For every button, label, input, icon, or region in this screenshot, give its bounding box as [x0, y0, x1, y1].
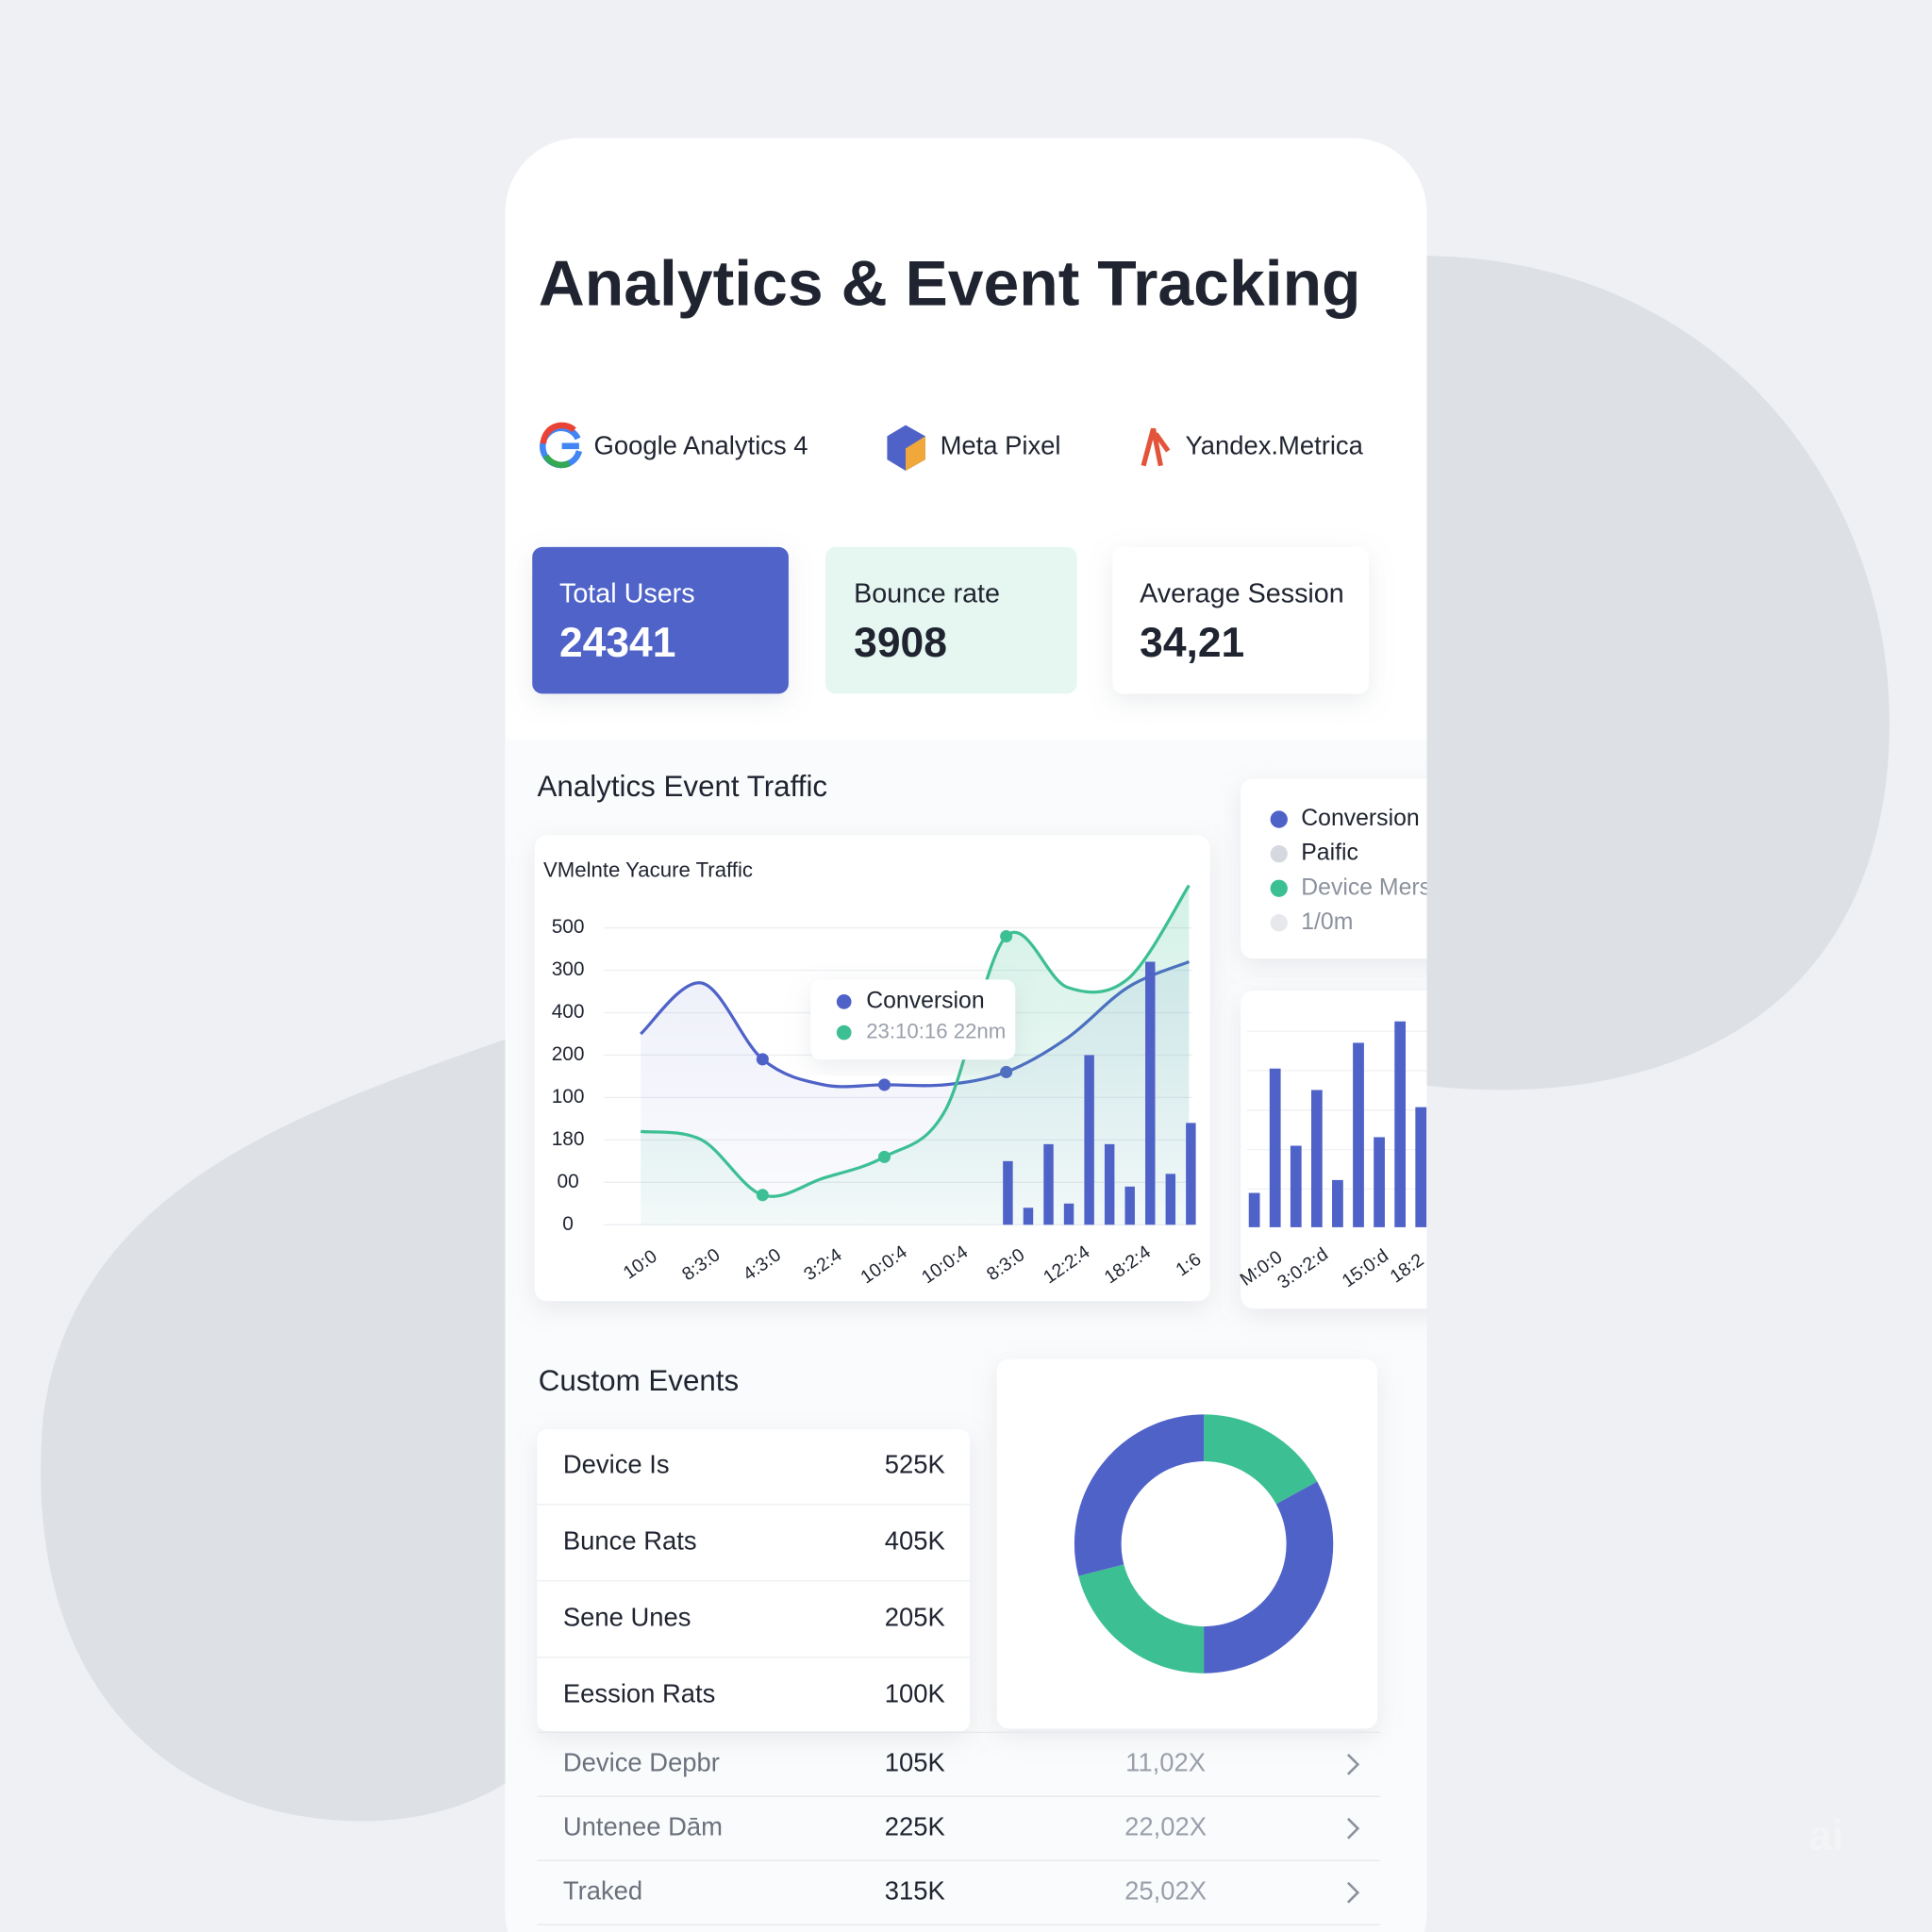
chevron[interactable]: [1346, 1753, 1360, 1775]
bar: [1063, 1203, 1074, 1225]
line-area: [641, 885, 1190, 1225]
integration-label: Google Analytics 4: [594, 430, 808, 459]
y-tick-label: 500: [552, 916, 585, 938]
chevron[interactable]: [1346, 1881, 1360, 1904]
bar: [1165, 1174, 1176, 1225]
bar: [1186, 1123, 1196, 1225]
legend-label: Conversion: [1301, 806, 1419, 831]
stat-label: Total Users: [559, 578, 695, 608]
section-title: Analytics Event Traffic: [537, 770, 827, 803]
bar: [1145, 961, 1156, 1225]
legend-panel: [1241, 778, 1427, 959]
tooltip-title: Conversion: [866, 988, 984, 1013]
bar: [1023, 1208, 1034, 1225]
bar: [1394, 1021, 1407, 1227]
table-layer: Device Is 525K Bunce Rats 405K Sene Unes 205K…: [537, 1414, 1380, 1925]
y-tick-label: 300: [552, 958, 585, 980]
line-point: [877, 1150, 891, 1163]
stat-label: Bounce rate: [854, 578, 1000, 608]
legend-label: Paific: [1301, 841, 1358, 866]
y-tick-label: 00: [558, 1171, 579, 1192]
y-tick-label: 100: [552, 1086, 585, 1108]
list-name: Untenee Dām: [563, 1812, 723, 1841]
event-name: Eession Rats: [563, 1678, 715, 1707]
bar: [1269, 1068, 1281, 1227]
line-point: [756, 1053, 769, 1066]
event-name: Sene Unes: [563, 1602, 691, 1631]
y-tick-label: 180: [552, 1128, 585, 1150]
line-point: [877, 1078, 891, 1091]
bar: [1374, 1137, 1385, 1227]
integration-label: Yandex.Metrica: [1185, 430, 1363, 459]
list-rate: 11,02X: [1125, 1748, 1206, 1777]
bar: [1290, 1145, 1302, 1227]
stat-card: [825, 546, 1077, 694]
meta-icon: [887, 425, 925, 471]
list-name: Traked: [563, 1875, 642, 1905]
yandex-icon: [1141, 427, 1171, 467]
tooltip: [810, 979, 1016, 1060]
list-value: 315K: [885, 1875, 945, 1905]
list-value: 225K: [885, 1812, 945, 1841]
list-name: Device Depbr: [563, 1748, 720, 1777]
stat-card: [532, 546, 789, 694]
donut-segment: [1074, 1414, 1205, 1576]
line-point: [756, 1189, 769, 1202]
legend-swatch: [1270, 845, 1288, 863]
stat-label: Average Session: [1140, 578, 1344, 608]
event-value: 205K: [885, 1602, 945, 1631]
bar: [1248, 1192, 1260, 1227]
bar: [1415, 1107, 1427, 1227]
google-icon: [540, 422, 583, 469]
bar: [1003, 1160, 1013, 1225]
bg-blob: [41, 1035, 518, 1822]
event-value: 100K: [885, 1678, 945, 1707]
stat-value: 34,21: [1140, 620, 1244, 666]
donut-segment: [1203, 1481, 1334, 1674]
section-title: Custom Events: [539, 1364, 739, 1397]
y-tick-label: 0: [562, 1213, 574, 1235]
bar: [1104, 1143, 1115, 1225]
bar: [1332, 1179, 1343, 1227]
event-value: 525K: [885, 1450, 945, 1479]
y-tick-label: 200: [552, 1043, 585, 1065]
tooltip-dot: [836, 994, 852, 1009]
bg-blob: [1355, 255, 1890, 1091]
list-rate: 25,02X: [1124, 1875, 1207, 1905]
chart-title: VMelnte Yacure Traffic: [543, 858, 753, 881]
donut-segment: [1078, 1563, 1205, 1674]
line: [640, 884, 1191, 1198]
donut-segment: [1203, 1414, 1318, 1506]
event-name: Device Is: [563, 1450, 670, 1479]
stat-value: 3908: [854, 620, 947, 666]
bar: [1124, 1186, 1135, 1225]
event-name: Bunce Rats: [563, 1526, 697, 1556]
bar: [1353, 1042, 1364, 1227]
legend-label: 1/0m: [1301, 909, 1353, 935]
line-point: [1000, 930, 1013, 943]
tooltip-text: 23:10:16 22nm: [866, 1019, 1006, 1042]
legend-swatch: [1270, 810, 1288, 828]
legend-label: Device Mers: [1301, 874, 1431, 900]
bar: [1084, 1055, 1094, 1225]
legend-swatch: [1270, 879, 1288, 897]
list-value: 105K: [885, 1748, 945, 1777]
integration-label: Meta Pixel: [941, 430, 1061, 459]
event-value: 405K: [885, 1526, 945, 1556]
stat-value: 24341: [559, 620, 675, 666]
bar: [1043, 1143, 1054, 1225]
y-tick-label: 400: [552, 1001, 585, 1023]
app-card: Analytics & Event Tracking Google Analyt…: [505, 138, 1431, 1932]
watermark: ai: [1808, 1812, 1843, 1858]
page-title: Analytics & Event Tracking: [539, 249, 1361, 320]
list-rate: 22,02X: [1124, 1812, 1207, 1841]
tooltip-dot: [836, 1024, 852, 1041]
legend-swatch: [1270, 914, 1288, 932]
chevron[interactable]: [1346, 1817, 1360, 1840]
stat-card: [1112, 546, 1370, 694]
bar: [1310, 1090, 1323, 1227]
